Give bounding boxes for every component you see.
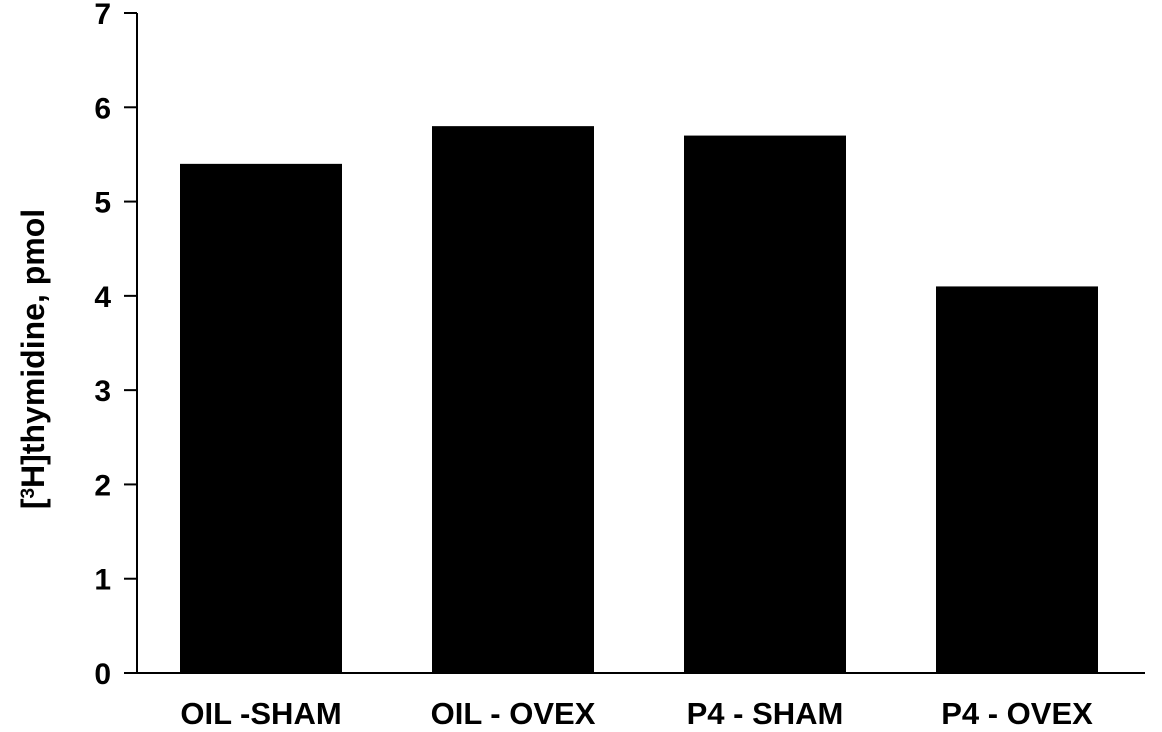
- y-axis-title: [3H]thymidine, pmol: [15, 209, 51, 509]
- y-tick-label: 5: [94, 187, 111, 220]
- bar-p4-sham: [684, 135, 846, 674]
- y-axis-title-suffix: H]thymidine, pmol: [15, 209, 51, 488]
- y-tick-label: 6: [94, 92, 111, 125]
- bar-p4-ovex: [936, 286, 1098, 673]
- x-category-label: P4 - OVEX: [941, 696, 1093, 731]
- y-tick-label: 1: [94, 564, 111, 597]
- x-category-label: P4 - SHAM: [687, 696, 844, 731]
- y-ticks-group: 0 1 2 3 4 5 6 7: [94, 0, 137, 691]
- y-axis-title-prefix: [: [15, 498, 51, 509]
- bars-group: [180, 126, 1098, 674]
- y-tick-label: 3: [94, 375, 111, 408]
- bar-oil-sham: [180, 163, 342, 673]
- y-tick-label: 0: [94, 658, 111, 691]
- x-category-label: OIL - OVEX: [431, 696, 596, 731]
- y-axis-title-superscript: 3: [18, 488, 39, 499]
- bar-oil-ovex: [432, 126, 594, 673]
- y-tick-label: 4: [94, 281, 111, 314]
- axes-group: [136, 13, 1145, 674]
- y-tick-label: 7: [94, 0, 111, 31]
- x-category-label: OIL -SHAM: [180, 696, 341, 731]
- y-tick-label: 2: [94, 469, 111, 502]
- x-labels-group: OIL -SHAM OIL - OVEX P4 - SHAM P4 - OVEX: [180, 696, 1093, 731]
